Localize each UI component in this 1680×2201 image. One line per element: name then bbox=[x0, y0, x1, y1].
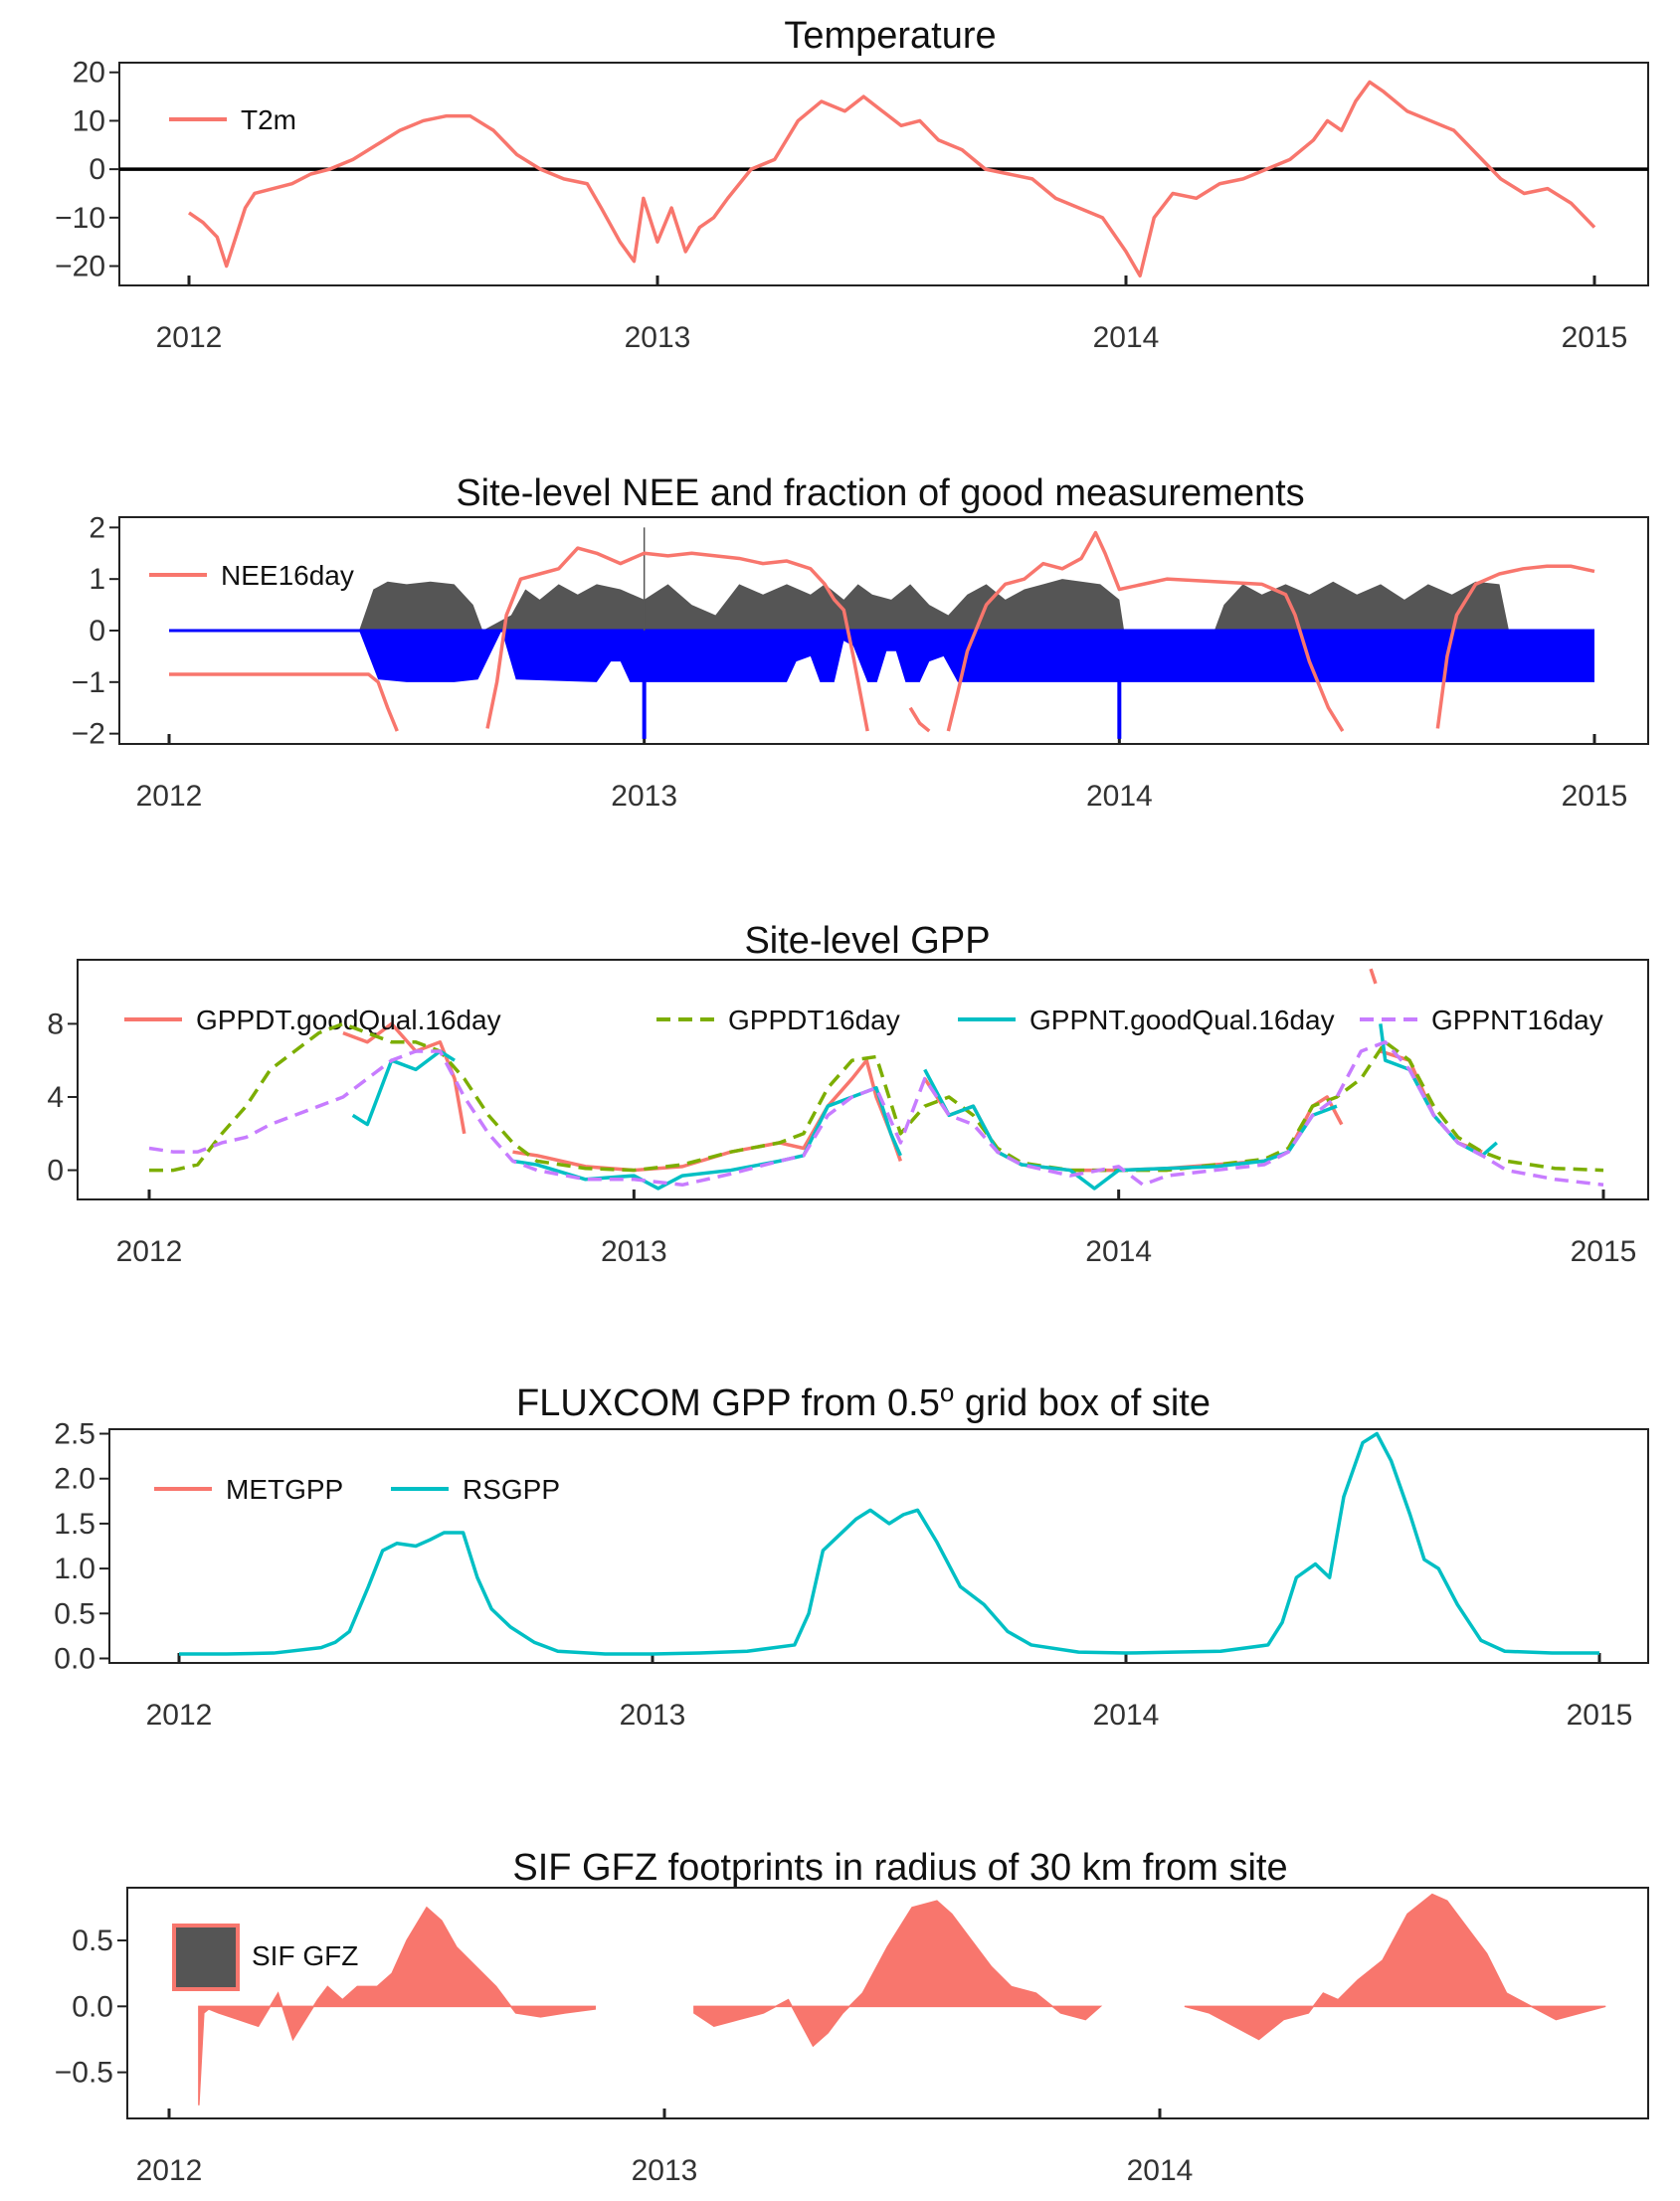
y-tick-label: 8 bbox=[47, 1008, 64, 1040]
panel-1-frame bbox=[118, 62, 1649, 286]
series-line-GPPDT.goodQual.16day bbox=[512, 1058, 903, 1173]
series-line-GPPDT.goodQual.16day bbox=[1369, 968, 1378, 985]
panel-temperature: Temperature −20 −10 0 10 20 2012 2013 2014 2015 T… bbox=[55, 15, 1649, 354]
y-tick-label: 2 bbox=[89, 511, 105, 544]
series-line-NEE16day bbox=[946, 530, 1345, 732]
y-tick-label: 2.0 bbox=[54, 1463, 95, 1496]
series-line-GPPNT16day bbox=[148, 1040, 1604, 1188]
legend-label: GPPDT16day bbox=[728, 1005, 900, 1035]
panel-1-plot-area: −20 −10 0 10 20 2012 2013 2014 2015 T2m bbox=[55, 57, 1648, 354]
panel-5-plot-area: −0.5 0.0 0.5 2012 2013 2014 SIF GFZ bbox=[55, 1893, 1606, 2187]
y-tick-label: 0.0 bbox=[72, 1990, 113, 2023]
x-tick-label: 2013 bbox=[625, 321, 691, 354]
panel-2-title: Site-level NEE and fraction of good meas… bbox=[456, 472, 1304, 514]
good-fraction-bars bbox=[169, 579, 1594, 631]
panel-site-gpp: Site-level GPP 0 4 8 2012 2013 2014 2015 GPPDT.… bbox=[47, 920, 1649, 1268]
panel-4-plot-area: 0.0 0.5 1.0 1.5 2.0 2.5 2012 2013 2014 2015 METGPP… bbox=[54, 1418, 1632, 1732]
y-tick-label: 0.0 bbox=[54, 1642, 95, 1675]
y-tick-label: −20 bbox=[55, 251, 105, 283]
y-tick-label: 1.0 bbox=[54, 1553, 95, 1585]
x-tick-label: 2014 bbox=[1086, 780, 1153, 813]
x-tick-label: 2013 bbox=[620, 1699, 686, 1732]
x-tick-label: 2014 bbox=[1127, 2154, 1194, 2187]
x-tick-label: 2012 bbox=[136, 780, 203, 813]
legend-label: NEE16day bbox=[221, 560, 354, 591]
y-tick-label: −1 bbox=[72, 666, 105, 699]
x-tick-label: 2014 bbox=[1093, 1699, 1160, 1732]
panel-3-plot-area: 0 4 8 2012 2013 2014 2015 GPPDT.goodQual.16day G… bbox=[47, 968, 1637, 1268]
series-line-T2m bbox=[188, 80, 1596, 278]
sif-area bbox=[198, 1906, 597, 2106]
legend-label: GPPNT16day bbox=[1431, 1005, 1603, 1035]
negative-fraction-bars bbox=[169, 631, 1594, 682]
legend-label: RSGPP bbox=[463, 1474, 560, 1505]
series-line-GPPNT.goodQual.16day bbox=[351, 1049, 456, 1127]
panel-4-title-rest: grid box of site bbox=[954, 1382, 1211, 1424]
x-tick-label: 2013 bbox=[611, 780, 677, 813]
legend-label: GPPNT.goodQual.16day bbox=[1029, 1005, 1335, 1035]
legend-label: SIF GFZ bbox=[252, 1940, 358, 1971]
panel-nee: Site-level NEE and fraction of good meas… bbox=[72, 472, 1649, 813]
panel-1-title: Temperature bbox=[784, 15, 996, 57]
legend-swatch bbox=[172, 1924, 240, 1991]
series-line-NEE16day bbox=[169, 672, 399, 732]
series-line-NEE16day bbox=[908, 706, 931, 733]
x-tick-label: 2012 bbox=[146, 1699, 213, 1732]
panel-4-title-main: FLUXCOM GPP from 0.5 bbox=[516, 1382, 940, 1424]
y-tick-label: −2 bbox=[72, 718, 105, 751]
x-tick-label: 2014 bbox=[1085, 1235, 1152, 1268]
y-tick-label: 0 bbox=[89, 615, 105, 647]
x-tick-label: 2015 bbox=[1571, 1235, 1637, 1268]
x-tick-label: 2012 bbox=[156, 321, 223, 354]
y-tick-label: −0.5 bbox=[55, 2057, 113, 2090]
panel-4-title: FLUXCOM GPP from 0.5o grid box of site bbox=[516, 1377, 1211, 1424]
y-tick-label: 10 bbox=[73, 104, 105, 137]
x-tick-label: 2015 bbox=[1567, 1699, 1633, 1732]
legend-label: METGPP bbox=[226, 1474, 343, 1505]
panel-4-title-sup: o bbox=[940, 1377, 954, 1407]
series-line-NEE16day bbox=[1435, 564, 1595, 729]
y-tick-label: 0 bbox=[89, 153, 105, 186]
panel-5-frame bbox=[126, 1887, 1649, 2119]
series-line-GPPNT.goodQual.16day bbox=[923, 1068, 1338, 1191]
x-tick-label: 2012 bbox=[136, 2154, 203, 2187]
x-tick-label: 2015 bbox=[1562, 321, 1628, 354]
x-tick-label: 2014 bbox=[1093, 321, 1160, 354]
y-tick-label: −10 bbox=[55, 202, 105, 235]
panel-3-title: Site-level GPP bbox=[744, 920, 990, 962]
series-line-GPPDT16day bbox=[149, 1021, 1604, 1173]
panel-3-frame bbox=[77, 959, 1649, 1200]
y-tick-label: 1.5 bbox=[54, 1508, 95, 1541]
x-tick-label: 2012 bbox=[116, 1235, 183, 1268]
x-tick-label: 2013 bbox=[632, 2154, 698, 2187]
series-line-RSGPP bbox=[179, 1431, 1599, 1656]
y-tick-label: 2.5 bbox=[54, 1418, 95, 1451]
legend-label: GPPDT.goodQual.16day bbox=[196, 1005, 501, 1035]
panel-sif: SIF GFZ footprints in radius of 30 km fr… bbox=[55, 1847, 1649, 2187]
series-line-GPPDT.goodQual.16day bbox=[342, 1021, 467, 1135]
y-tick-label: 0.5 bbox=[72, 1925, 113, 1957]
series-line-GPPNT.goodQual.16day bbox=[1379, 1023, 1498, 1158]
x-tick-label: 2013 bbox=[601, 1235, 667, 1268]
sif-area bbox=[693, 1900, 1103, 2048]
y-tick-label: 0 bbox=[47, 1155, 64, 1188]
panel-4-frame bbox=[108, 1428, 1649, 1664]
panel-fluxcom: FLUXCOM GPP from 0.5o grid box of site 0… bbox=[54, 1377, 1649, 1732]
y-tick-label: 1 bbox=[89, 563, 105, 596]
y-tick-label: 4 bbox=[47, 1081, 64, 1114]
x-tick-label: 2015 bbox=[1562, 780, 1628, 813]
y-tick-label: 0.5 bbox=[54, 1597, 95, 1630]
y-tick-label: 20 bbox=[73, 57, 105, 90]
panel-5-title: SIF GFZ footprints in radius of 30 km fr… bbox=[512, 1847, 1287, 1889]
legend-label: T2m bbox=[241, 104, 296, 135]
sif-area bbox=[1184, 1893, 1606, 2041]
series-line-NEE16day bbox=[485, 546, 869, 732]
panel-2-plot-area: −2 −1 0 1 2 2012 2013 2014 2015 NEE16day bbox=[72, 511, 1628, 813]
